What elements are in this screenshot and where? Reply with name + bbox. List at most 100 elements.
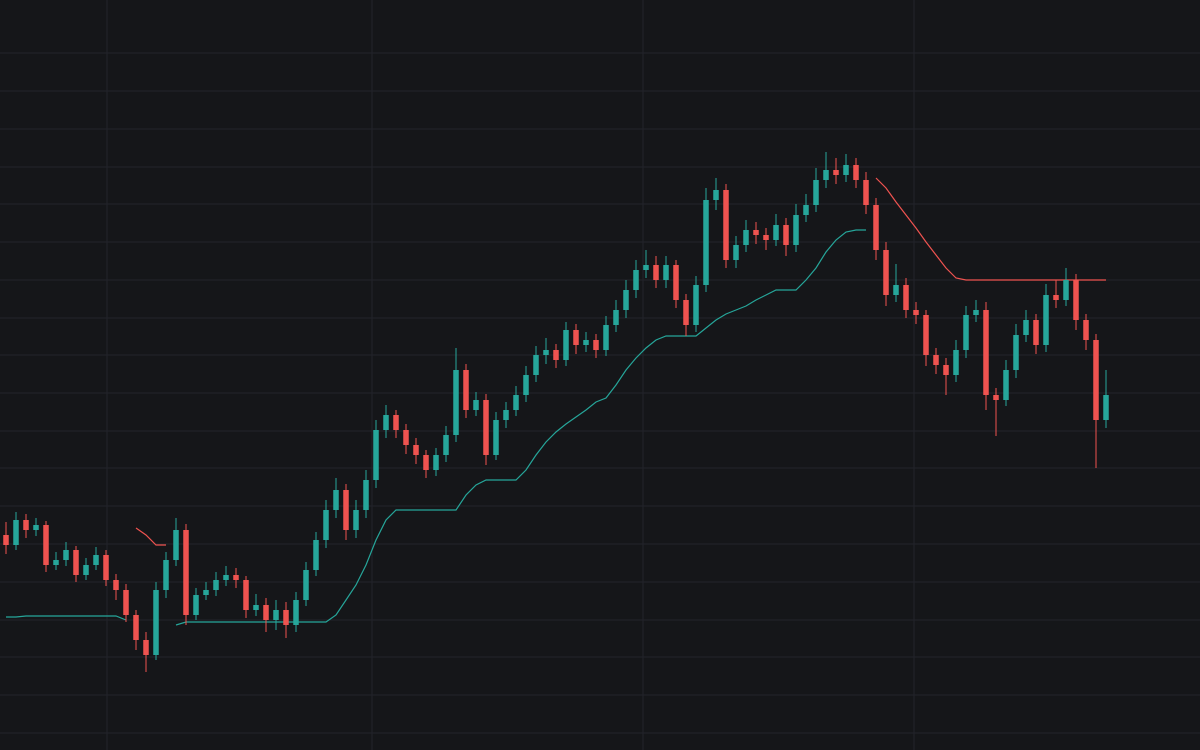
candle-body — [463, 370, 469, 410]
candle-body — [1083, 320, 1089, 340]
candle-body — [693, 285, 699, 325]
candle-body — [443, 435, 449, 455]
candle-body — [643, 265, 649, 270]
candle-body — [593, 340, 599, 350]
candle-body — [763, 235, 769, 240]
candle-body — [793, 215, 799, 245]
candle-body — [23, 520, 29, 530]
candle-body — [163, 560, 169, 590]
candle-body — [83, 565, 89, 575]
candle-body — [503, 410, 509, 420]
candle-body — [673, 265, 679, 300]
candle-body — [413, 445, 419, 455]
candle-body — [683, 300, 689, 325]
candle-body — [473, 400, 479, 410]
candle-body — [213, 580, 219, 590]
candle-body — [293, 600, 299, 625]
candle-body — [353, 510, 359, 530]
candle-body — [313, 540, 319, 570]
candle-body — [113, 580, 119, 590]
candle-body — [123, 590, 129, 615]
candle-body — [733, 245, 739, 260]
indicator-line — [6, 229, 866, 626]
candle-body — [403, 430, 409, 445]
candle-body — [453, 370, 459, 435]
candle-body — [243, 580, 249, 610]
candle-body — [1103, 395, 1109, 420]
candle-body — [863, 180, 869, 205]
candle-body — [253, 605, 259, 610]
candle-body — [543, 350, 549, 355]
candle-body — [663, 265, 669, 280]
candle-body — [963, 315, 969, 350]
candle-body — [573, 330, 579, 345]
candle-body — [983, 310, 989, 395]
candle-body — [63, 550, 69, 560]
candle-body — [603, 325, 609, 350]
candle-body — [173, 530, 179, 560]
candle-body — [923, 315, 929, 355]
candle-body — [583, 340, 589, 345]
candle-body — [973, 310, 979, 315]
candle-body — [493, 420, 499, 455]
candle-body — [823, 170, 829, 180]
candle-body — [943, 365, 949, 375]
candle-body — [773, 225, 779, 240]
candle-body — [883, 250, 889, 295]
candle-body — [953, 350, 959, 375]
candle-body — [563, 330, 569, 360]
candle-body — [843, 165, 849, 175]
candle-body — [143, 640, 149, 655]
candle-body — [423, 455, 429, 470]
candle-body — [703, 200, 709, 285]
candle-body — [613, 310, 619, 325]
candle-body — [33, 525, 39, 530]
candle-body — [3, 535, 9, 545]
candle-body — [753, 230, 759, 235]
candle-body — [93, 555, 99, 565]
candle-body — [993, 395, 999, 400]
candle-body — [233, 575, 239, 580]
candle-body — [53, 560, 59, 565]
candle-body — [903, 285, 909, 310]
candle-body — [343, 490, 349, 530]
candle-body — [1023, 320, 1029, 335]
candle-body — [1003, 370, 1009, 400]
candle-body — [913, 310, 919, 315]
candle-body — [623, 290, 629, 310]
candle-body — [803, 205, 809, 215]
candle-body — [133, 615, 139, 640]
candle-body — [1013, 335, 1019, 370]
candle-body — [103, 555, 109, 580]
candle-body — [43, 525, 49, 565]
candle-body — [853, 165, 859, 180]
candle-body — [73, 550, 79, 575]
candle-body — [893, 285, 899, 295]
candle-body — [183, 530, 189, 615]
candle-body — [283, 610, 289, 625]
candle-body — [193, 595, 199, 615]
candle-body — [223, 575, 229, 580]
candle-body — [13, 520, 19, 545]
candle-body — [363, 480, 369, 510]
candle-body — [373, 430, 379, 480]
candle-body — [1043, 295, 1049, 345]
candle-body — [263, 605, 269, 620]
candle-body — [533, 355, 539, 375]
candle-body — [653, 265, 659, 280]
candle-body — [203, 590, 209, 595]
candle-body — [743, 230, 749, 245]
candle-body — [433, 455, 439, 470]
candle-body — [383, 415, 389, 430]
candle-body — [333, 490, 339, 510]
candle-body — [1033, 320, 1039, 345]
candle-body — [873, 205, 879, 250]
candle-body — [1063, 280, 1069, 300]
candle-body — [153, 590, 159, 655]
candle-body — [813, 180, 819, 205]
candle-body — [523, 375, 529, 395]
candle-body — [933, 355, 939, 365]
candle-body — [483, 400, 489, 455]
